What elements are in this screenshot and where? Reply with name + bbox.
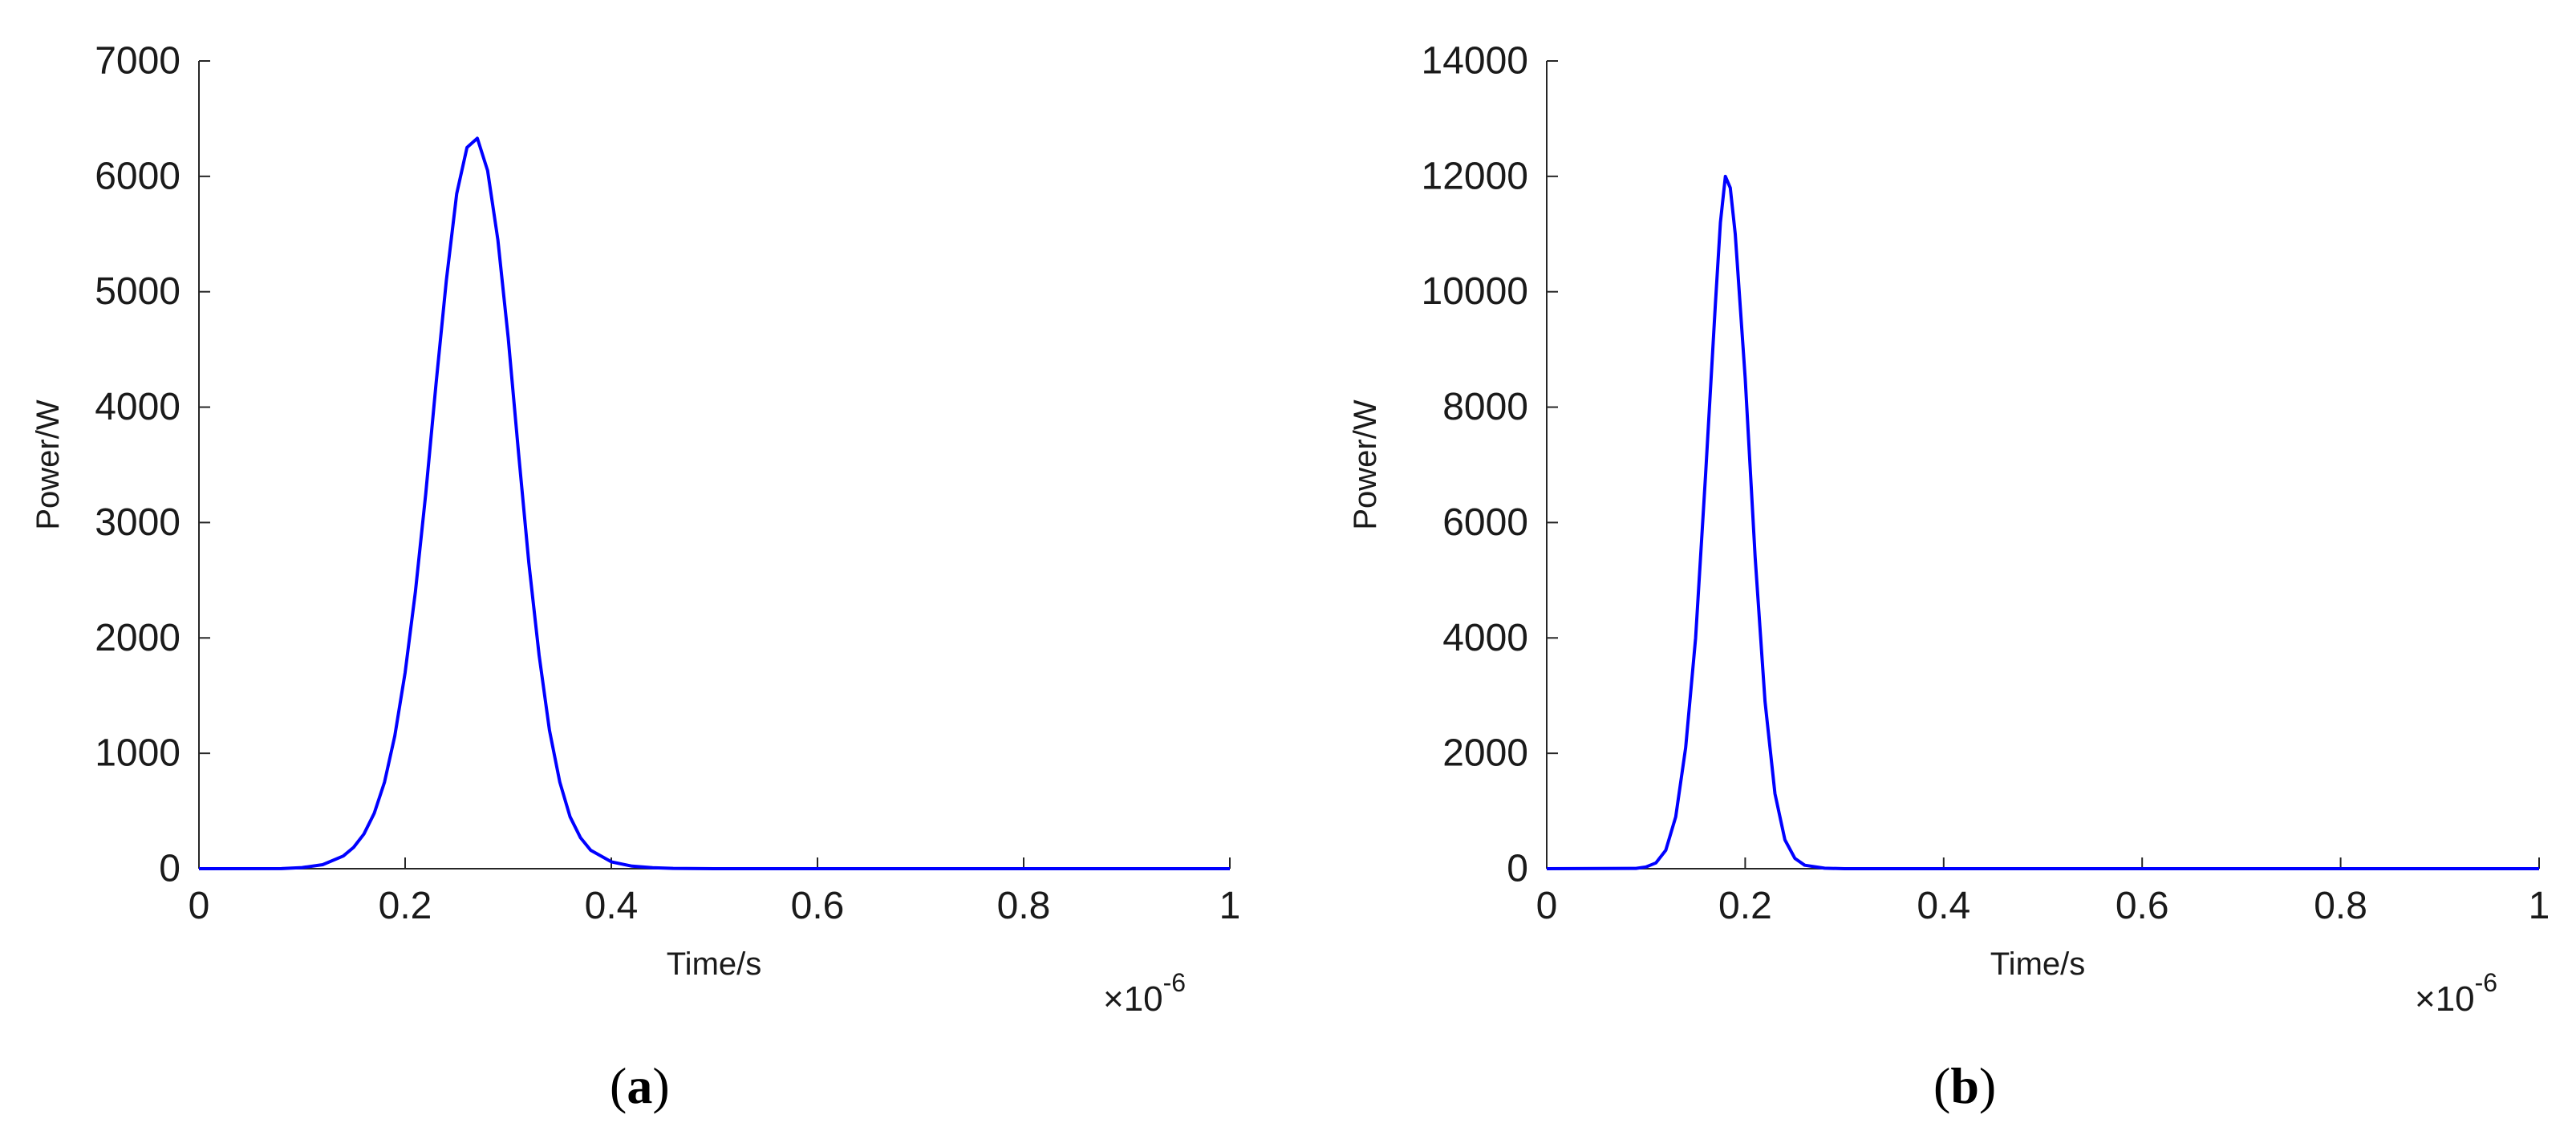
y-tick-label: 5000	[95, 270, 181, 313]
x-tick-label: 1	[2529, 885, 2550, 927]
y-tick-label: 1000	[95, 732, 181, 775]
x-axis-exponent-base: ×10	[2415, 979, 2475, 1019]
y-tick-label: 7000	[95, 40, 181, 83]
x-tick-label: 0.8	[997, 885, 1051, 927]
y-axis-label: Power/W	[1348, 399, 1383, 529]
x-tick-label: 0.6	[2116, 885, 2169, 927]
x-axis-exponent-power: -6	[1163, 968, 1186, 997]
panel-label-close-paren: )	[1979, 1057, 1996, 1114]
x-axis-label: Time/s	[667, 947, 762, 982]
x-axis-exponent-base: ×10	[1103, 979, 1163, 1019]
y-axis-label: Power/W	[30, 399, 66, 529]
x-tick-label: 0.8	[2314, 885, 2367, 927]
panel-label-letter: b	[1950, 1057, 1979, 1114]
x-tick-label: 0	[1536, 885, 1558, 927]
series-line	[1546, 174, 2539, 870]
y-tick-label: 2000	[95, 617, 181, 659]
y-tick-label: 12000	[1422, 155, 1528, 197]
x-tick-label: 0.4	[585, 885, 639, 927]
x-tick-label: 0.2	[379, 885, 432, 927]
x-tick-label: 0.2	[1718, 885, 1772, 927]
series-line	[198, 136, 1230, 870]
y-tick-label: 4000	[95, 386, 181, 428]
x-axis-exponent-power: -6	[2475, 968, 2497, 997]
y-tick-label: 0	[159, 848, 181, 890]
panel-label: (a)	[610, 1057, 670, 1114]
x-tick-label: 0.6	[791, 885, 845, 927]
panel-label-close-paren: )	[652, 1057, 669, 1114]
y-tick-label: 14000	[1422, 40, 1528, 83]
x-tick-label: 0.4	[1917, 885, 1970, 927]
y-tick-label: 3000	[95, 501, 181, 544]
x-tick-label: 0	[189, 885, 210, 927]
panel-label-open-paren: (	[1933, 1057, 1950, 1114]
panel-label-open-paren: (	[610, 1057, 627, 1114]
y-tick-label: 6000	[1442, 501, 1528, 544]
chart-panel-a: 0 1000 2000 3000 4000 5000 6000 7000 0 0.2 0.4 0.6 0…	[30, 40, 1240, 1115]
panel-label-letter: a	[627, 1057, 652, 1114]
x-axis-exponent: ×10-6	[1103, 968, 1186, 1019]
y-tick-label: 10000	[1422, 270, 1528, 313]
x-axis-exponent: ×10-6	[2415, 968, 2497, 1019]
y-tick-label: 0	[1507, 848, 1528, 890]
y-tick-label: 4000	[1442, 617, 1528, 659]
chart-panel-b: 0 2000 4000 6000 8000 10000 12000 14000 0 0.2 0.4 0…	[1348, 40, 2550, 1115]
y-tick-label: 8000	[1442, 386, 1528, 428]
y-tick-label: 6000	[95, 155, 181, 197]
x-axis-label: Time/s	[1990, 947, 2086, 982]
y-tick-label: 2000	[1442, 732, 1528, 775]
panel-label: (b)	[1933, 1057, 1996, 1114]
x-tick-label: 1	[1219, 885, 1241, 927]
